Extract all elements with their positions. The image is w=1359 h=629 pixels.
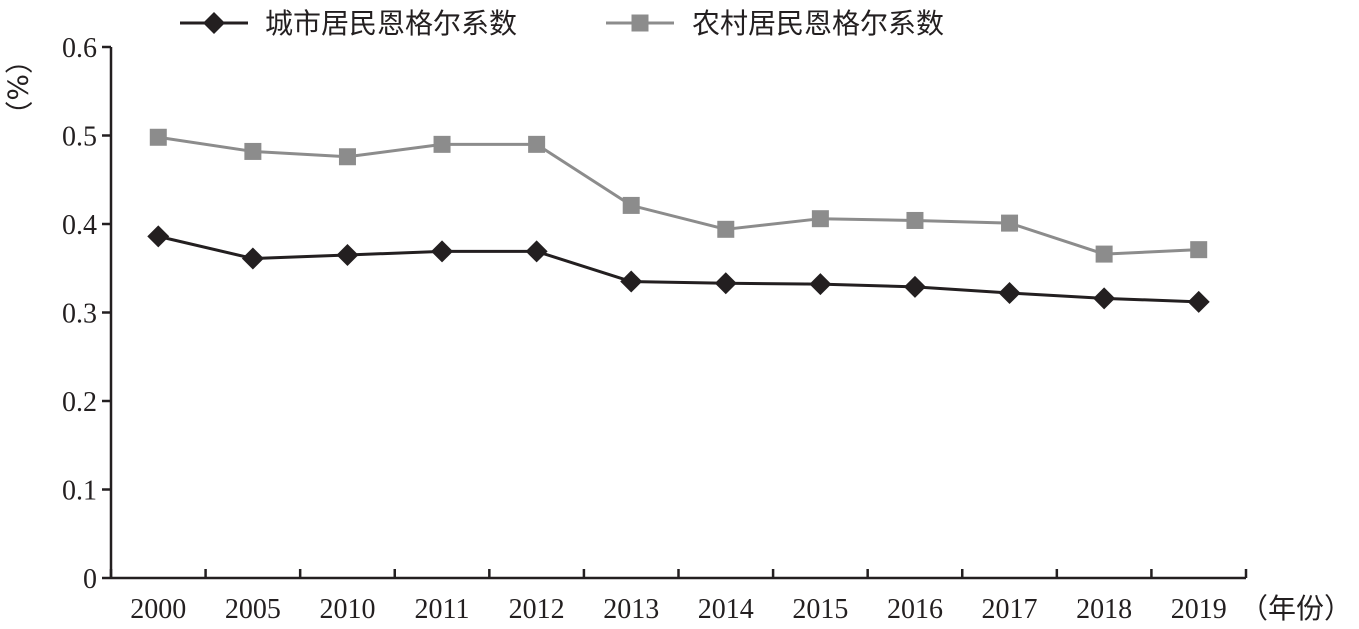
data-point — [620, 270, 643, 293]
data-point — [528, 135, 546, 153]
legend: 城市居民恩格尔系数 农村居民恩格尔系数 — [180, 7, 944, 40]
y-tick-label: 0.4 — [62, 210, 97, 241]
data-point — [433, 135, 451, 153]
data-point — [336, 243, 359, 266]
y-tick-label: 0.3 — [62, 299, 97, 330]
data-point — [241, 247, 264, 270]
data-point — [809, 273, 832, 296]
legend-marker — [203, 12, 225, 34]
x-tick-label: 2005 — [225, 594, 281, 625]
data-point — [717, 220, 735, 238]
y-tick-label: 0.5 — [62, 122, 97, 153]
y-axis-unit-label: （%） — [1, 46, 34, 129]
data-point — [149, 128, 167, 146]
legend-marker — [631, 14, 649, 32]
legend-item-1: 城市居民恩格尔系数 — [180, 7, 517, 40]
legend-label: 城市居民恩格尔系数 — [265, 7, 517, 40]
y-tick-label: 0.2 — [62, 387, 97, 418]
data-point — [338, 148, 356, 166]
x-tick-label: 2012 — [509, 594, 565, 625]
x-axis: 2000 2005 2010 2011 2012 2013 2014 2015 2016 2017… — [109, 569, 1248, 625]
y-tick-label: 0 — [83, 564, 97, 595]
data-point — [811, 210, 829, 228]
x-axis-unit-label: （年份） — [1240, 592, 1352, 625]
legend-item-2: 农村居民恩格尔系数 — [606, 7, 944, 40]
x-tick-label: 2010 — [319, 594, 375, 625]
series-2 — [149, 128, 1208, 263]
data-point — [1093, 287, 1116, 310]
data-point — [244, 142, 262, 160]
x-tick-label: 2014 — [698, 594, 754, 625]
data-point — [903, 275, 926, 298]
x-tick-label: 2018 — [1076, 594, 1132, 625]
y-tick-label: 0.1 — [62, 476, 97, 507]
data-point — [1001, 214, 1019, 232]
data-point — [998, 282, 1021, 305]
data-point — [906, 211, 924, 229]
x-tick-label: 2011 — [415, 594, 470, 625]
x-tick-label: 2019 — [1171, 594, 1227, 625]
y-tick-label: 0.6 — [62, 33, 97, 64]
x-tick-label: 2016 — [887, 594, 943, 625]
data-point — [147, 225, 170, 248]
data-point — [622, 196, 640, 214]
legend-label: 农村居民恩格尔系数 — [692, 7, 944, 40]
series-line — [157, 234, 1199, 304]
x-tick-label: 2000 — [130, 594, 186, 625]
x-tick-label: 2013 — [603, 594, 659, 625]
data-point — [431, 240, 454, 263]
y-axis: 0 0.1 0.2 0.3 0.4 0.5 0.6 — [62, 33, 113, 595]
data-point — [714, 272, 737, 295]
x-tick-label: 2015 — [792, 594, 848, 625]
series-layer — [147, 128, 1210, 313]
x-tick-label: 2017 — [982, 594, 1038, 625]
data-point — [1187, 290, 1210, 313]
series-line — [158, 135, 1199, 256]
data-point — [525, 240, 548, 263]
data-point — [1190, 241, 1208, 259]
series-1 — [147, 225, 1210, 313]
data-point — [1095, 245, 1113, 263]
